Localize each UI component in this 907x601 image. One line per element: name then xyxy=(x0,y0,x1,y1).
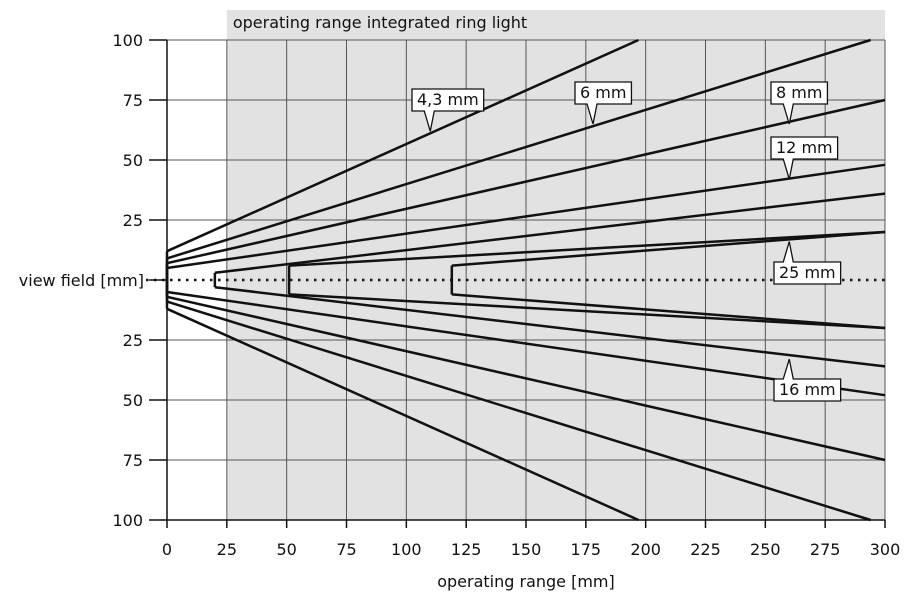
series-line-unlabeled-lower xyxy=(451,293,886,330)
series-label: 25 mm xyxy=(773,241,842,285)
series-label-text: 4,3 mm xyxy=(417,90,479,109)
x-tick-label: 125 xyxy=(451,540,482,559)
series-line-16-mm-lower xyxy=(214,285,886,368)
x-tick-label: 75 xyxy=(336,540,356,559)
series-label-bubble xyxy=(770,136,839,180)
x-tick-label: 175 xyxy=(571,540,602,559)
axes: 100 75 50 25 25 50 75 100 0 25 50 75 100 125 150 175 200… xyxy=(112,31,900,559)
series-line-16-mm-upper xyxy=(214,192,886,275)
series-line-6-mm-lower xyxy=(166,300,872,522)
series-line-12-mm-lower xyxy=(166,290,886,397)
series-label-bubble xyxy=(411,88,485,132)
series-line-8-mm-lower xyxy=(166,295,886,462)
series-label-bubble xyxy=(773,241,842,285)
series-line-8-mm-upper xyxy=(166,98,886,265)
series-line-4-3-mm-lower xyxy=(166,307,639,522)
series-label: 6 mm xyxy=(574,81,633,125)
series-line-25-mm-upper xyxy=(288,230,886,267)
x-tick-label: 25 xyxy=(217,540,237,559)
x-tick-label: 100 xyxy=(391,540,422,559)
y-tick-label: 50 xyxy=(123,391,143,410)
series-line-unlabeled-upper xyxy=(451,230,886,267)
y-tick-label: 100 xyxy=(112,31,143,50)
series-label: 16 mm xyxy=(773,359,842,402)
shaded-region-label: operating range integrated ring light xyxy=(233,13,527,32)
series-label-text: 12 mm xyxy=(776,138,833,157)
series-line-6-mm-upper xyxy=(166,38,872,260)
series-label: 8 mm xyxy=(770,81,829,125)
x-tick-label: 200 xyxy=(630,540,661,559)
y-tick-label: 100 xyxy=(112,511,143,530)
y-tick-label: 25 xyxy=(123,331,143,350)
series-label-bubble xyxy=(770,81,829,125)
series-lines xyxy=(165,38,886,522)
series-label-text: 16 mm xyxy=(779,380,836,399)
x-tick-label: 50 xyxy=(276,540,296,559)
y-tick-label: 25 xyxy=(123,211,143,230)
x-tick-label: 0 xyxy=(162,540,172,559)
y-tick-label: 75 xyxy=(123,91,143,110)
series-label-text: 8 mm xyxy=(776,83,822,102)
series-line-4-3-mm-upper xyxy=(166,38,639,253)
x-tick-label: 250 xyxy=(750,540,781,559)
series-label-text: 25 mm xyxy=(779,263,836,282)
series-label-bubble xyxy=(574,81,633,125)
series-line-25-mm-lower xyxy=(288,293,886,330)
x-tick-label: 225 xyxy=(690,540,721,559)
y-tick-label: 50 xyxy=(123,151,143,170)
x-tick-label: 300 xyxy=(870,540,901,559)
y-tick-label: 75 xyxy=(123,451,143,470)
series-labels: 4,3 mm 6 mm 8 mm 12 mm 16 mm 25 mm xyxy=(411,81,842,402)
x-axis-label: operating range [mm] xyxy=(437,572,615,591)
series-label: 4,3 mm xyxy=(411,88,485,132)
series-label: 12 mm xyxy=(770,136,839,180)
x-tick-label: 275 xyxy=(810,540,841,559)
series-label-text: 6 mm xyxy=(580,83,626,102)
series-line-12-mm-upper xyxy=(166,163,886,270)
series-label-bubble xyxy=(773,359,842,402)
y-axis-label: view field [mm] xyxy=(19,271,144,290)
x-tick-label: 150 xyxy=(511,540,542,559)
